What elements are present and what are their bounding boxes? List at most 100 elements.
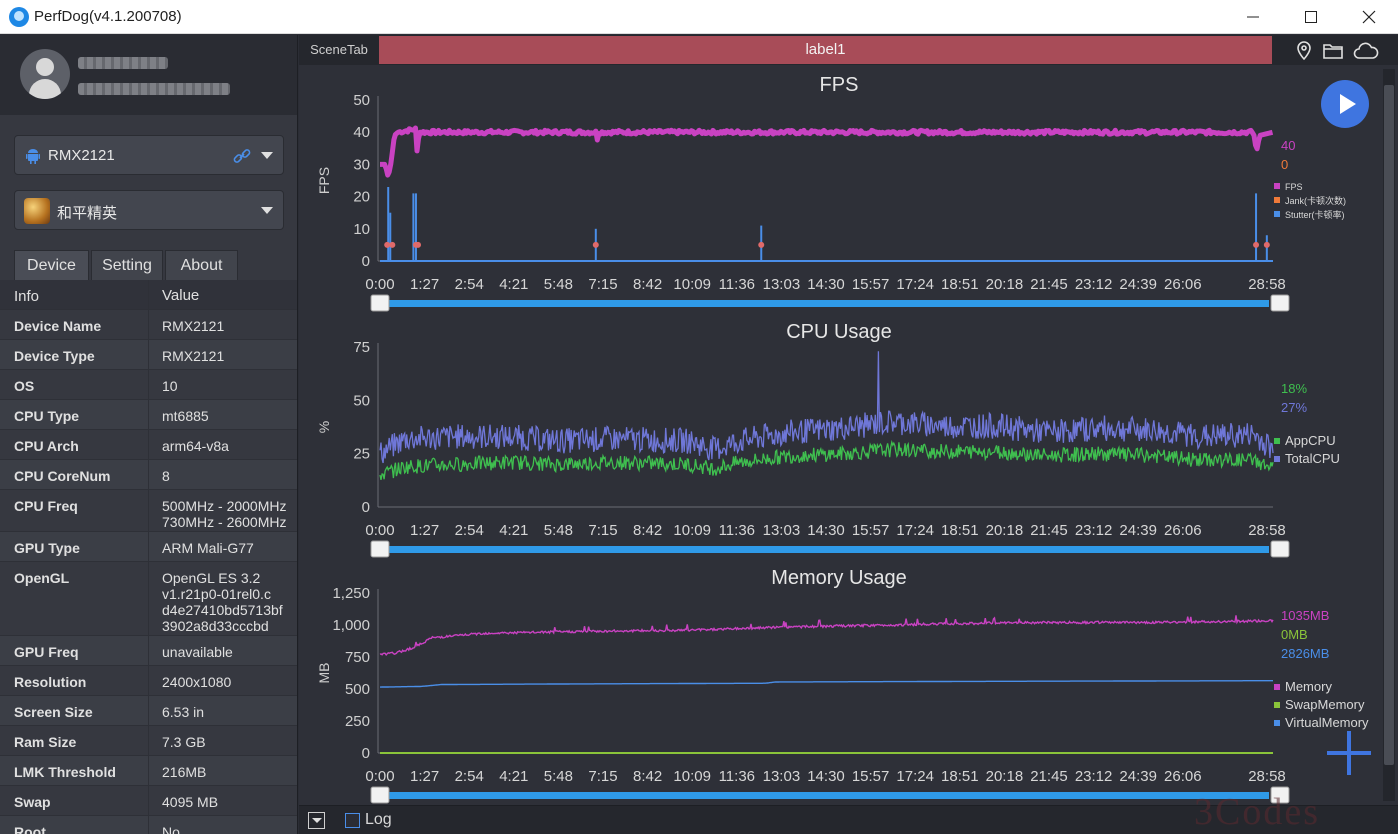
y-tick-label: 30 (353, 156, 370, 173)
x-tick-label: 14:30 (807, 522, 845, 539)
table-row: OpenGL OpenGL ES 3.2 v1.r21p0-01rel0.c d4… (0, 562, 297, 636)
jank-marker (592, 241, 599, 248)
legend-label: FPS (1285, 182, 1303, 192)
x-tick-label: 15:57 (852, 276, 890, 293)
x-tick-label: 8:42 (633, 768, 662, 785)
y-tick-label: 0 (362, 499, 370, 516)
perfdog-logo-icon (9, 7, 29, 27)
minimize-icon (1247, 16, 1259, 18)
jank-marker (758, 241, 765, 248)
x-tick-label: 13:03 (763, 522, 801, 539)
scrollbar-thumb[interactable] (1384, 85, 1394, 765)
x-tick-label: 13:03 (763, 276, 801, 293)
y-tick-label: 25 (353, 446, 370, 463)
y-tick-label: 10 (353, 221, 370, 238)
info-value: unavailable (162, 644, 233, 660)
jank-marker (389, 241, 396, 248)
table-row: Screen Size 6.53 in (0, 696, 297, 726)
x-tick-label: 14:30 (807, 276, 845, 293)
info-key: Device Type (14, 348, 95, 364)
x-tick-label: 20:18 (986, 276, 1024, 293)
x-tick-label: 11:36 (719, 276, 755, 293)
x-tick-label: 5:48 (544, 276, 573, 293)
info-value: No (162, 824, 180, 834)
device-dropdown[interactable]: RMX2121 (14, 135, 284, 175)
app-dropdown[interactable]: 和平精英 (14, 190, 284, 230)
x-tick-label: 17:24 (896, 768, 934, 785)
table-row: Root No (0, 816, 297, 834)
jank-marker (1263, 241, 1270, 248)
time-range-slider-track[interactable] (389, 300, 1269, 307)
time-range-slider-track[interactable] (389, 546, 1269, 553)
slider-handle-left[interactable] (370, 786, 390, 804)
info-value: 216MB (162, 764, 207, 780)
add-chart-button[interactable] (1327, 731, 1371, 775)
y-tick-label: 75 (353, 339, 370, 356)
x-tick-label: 24:39 (1119, 522, 1157, 539)
y-tick-label: 20 (353, 189, 370, 206)
title-bar: PerfDog(v4.1.200708) (0, 0, 1398, 34)
vertical-scrollbar[interactable] (1383, 69, 1395, 801)
x-tick-label: 24:39 (1119, 276, 1157, 293)
avatar-icon[interactable] (20, 49, 70, 99)
info-key: Ram Size (14, 734, 77, 750)
y-axis-label: FPS (316, 167, 332, 194)
close-button[interactable] (1340, 0, 1398, 34)
tab-device[interactable]: Device (14, 250, 89, 280)
x-tick-label: 5:48 (544, 768, 573, 785)
x-tick-label: 10:09 (673, 522, 711, 539)
slider-handle-right[interactable] (1270, 786, 1290, 804)
maximize-icon (1305, 11, 1317, 23)
x-tick-label: 28:58 (1248, 276, 1286, 293)
connection-link-icon[interactable] (233, 147, 251, 165)
info-value: ARM Mali-G77 (162, 540, 254, 556)
x-tick-label: 5:48 (544, 522, 573, 539)
legend-label: Jank(卡顿次数) (1285, 195, 1346, 206)
slider-handle-right[interactable] (1270, 540, 1290, 558)
x-tick-label: 18:51 (941, 768, 979, 785)
play-button[interactable] (1321, 80, 1369, 128)
chart-title: Memory Usage (771, 567, 907, 589)
table-row: CPU Arch arm64-v8a (0, 430, 297, 460)
table-row: Resolution 2400x1080 (0, 666, 297, 696)
info-key: OpenGL (14, 570, 70, 586)
cloud-icon[interactable] (1353, 40, 1379, 62)
slider-handle-left[interactable] (370, 540, 390, 558)
slider-handle-left[interactable] (370, 294, 390, 312)
collapse-toggle-button[interactable] (308, 812, 325, 829)
x-tick-label: 23:12 (1075, 522, 1113, 539)
info-value: 7.3 GB (162, 734, 206, 750)
y-axis-label: MB (316, 663, 332, 684)
y-tick-label: 250 (345, 713, 370, 730)
x-tick-label: 15:57 (852, 768, 890, 785)
chevron-down-icon (261, 207, 273, 214)
legend-swatch (1274, 211, 1280, 217)
close-icon (1362, 10, 1376, 24)
sidebar: RMX2121 和平精英 Device Setting About Info Va… (0, 35, 298, 834)
log-checkbox[interactable] (345, 813, 360, 828)
info-value: 500MHz - 2000MHz 730MHz - 2600MHz (162, 498, 287, 530)
x-tick-label: 26:06 (1164, 768, 1202, 785)
x-tick-label: 28:58 (1248, 522, 1286, 539)
chart-title: FPS (820, 74, 859, 96)
tab-about[interactable]: About (165, 250, 238, 280)
current-value-label: 0MB (1281, 627, 1308, 642)
scene-label[interactable]: label1 (379, 36, 1272, 64)
table-row: CPU CoreNum 8 (0, 460, 297, 490)
x-tick-label: 26:06 (1164, 276, 1202, 293)
minimize-button[interactable] (1224, 0, 1282, 34)
y-tick-label: 0 (362, 253, 370, 270)
scene-tab-button[interactable]: SceneTab (310, 42, 368, 57)
log-label: Log (365, 811, 392, 828)
info-key: Resolution (14, 674, 87, 690)
slider-handle-right[interactable] (1270, 294, 1290, 312)
current-value-label: 2826MB (1281, 646, 1329, 661)
info-key: CPU CoreNum (14, 468, 111, 484)
tab-setting[interactable]: Setting (91, 250, 163, 280)
x-tick-label: 18:51 (941, 522, 979, 539)
maximize-button[interactable] (1282, 0, 1340, 34)
y-tick-label: 500 (345, 681, 370, 698)
location-pin-icon[interactable] (1293, 40, 1315, 62)
time-range-slider-track[interactable] (389, 792, 1269, 799)
folder-icon[interactable] (1322, 40, 1344, 62)
